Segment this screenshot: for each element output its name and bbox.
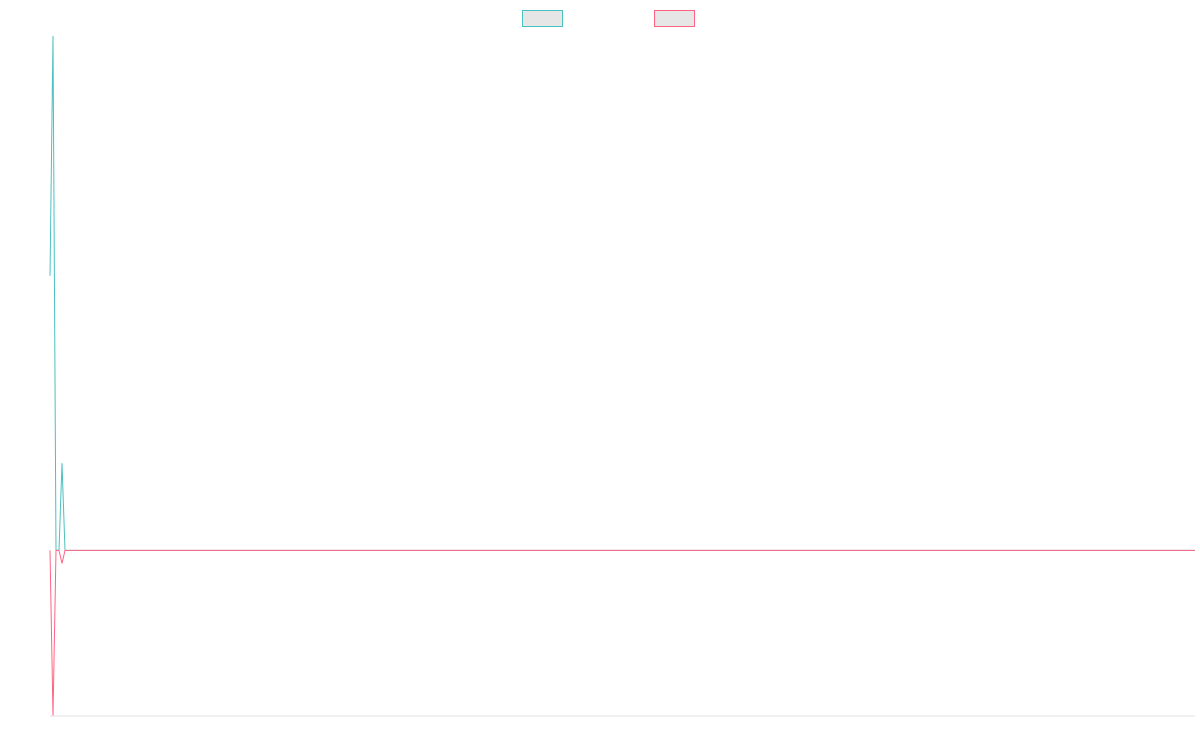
legend-item-1[interactable]: [522, 10, 563, 27]
series-line-2: [49, 549, 1195, 717]
series-line-1: [49, 35, 1195, 551]
legend-swatch: [654, 10, 695, 27]
plot-area: [49, 35, 1195, 717]
chart-legend: [522, 10, 695, 27]
legend-swatch: [522, 10, 563, 27]
legend-item-2[interactable]: [654, 10, 695, 27]
